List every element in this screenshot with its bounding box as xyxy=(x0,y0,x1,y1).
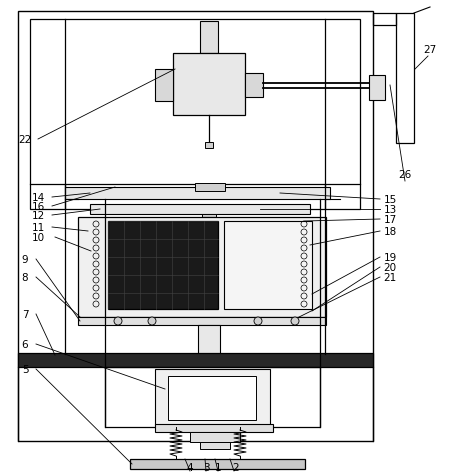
Bar xyxy=(78,218,326,317)
Text: 26: 26 xyxy=(398,169,412,179)
Circle shape xyxy=(148,317,156,325)
Text: 19: 19 xyxy=(383,252,397,262)
Bar xyxy=(200,22,218,54)
Bar xyxy=(155,70,173,102)
Text: 6: 6 xyxy=(22,339,28,349)
Bar xyxy=(130,459,305,469)
Text: 22: 22 xyxy=(18,135,32,145)
Bar xyxy=(168,376,256,420)
Text: 16: 16 xyxy=(31,201,44,211)
Text: 3: 3 xyxy=(202,462,209,472)
Bar xyxy=(190,432,240,442)
Bar xyxy=(173,54,245,116)
Bar xyxy=(155,424,273,432)
Circle shape xyxy=(291,317,299,325)
Bar xyxy=(198,325,220,355)
Bar xyxy=(195,184,225,192)
Bar xyxy=(18,12,373,441)
Text: 20: 20 xyxy=(384,262,396,272)
Text: 18: 18 xyxy=(383,227,397,237)
Bar xyxy=(18,353,373,367)
Bar xyxy=(155,369,270,425)
Text: 12: 12 xyxy=(31,210,44,220)
Text: 27: 27 xyxy=(424,45,437,55)
Text: 11: 11 xyxy=(31,223,44,232)
Bar xyxy=(30,20,360,209)
Bar xyxy=(108,221,218,309)
Bar xyxy=(90,205,310,215)
Bar xyxy=(202,215,216,223)
Text: 5: 5 xyxy=(22,364,28,374)
Bar xyxy=(205,143,213,149)
Circle shape xyxy=(254,317,262,325)
Bar xyxy=(396,14,414,144)
Text: 1: 1 xyxy=(215,462,221,472)
Bar xyxy=(65,188,330,199)
Text: 9: 9 xyxy=(22,255,28,265)
Bar xyxy=(78,317,326,325)
Text: 10: 10 xyxy=(31,232,44,242)
Bar xyxy=(105,367,320,427)
Text: 2: 2 xyxy=(233,462,239,472)
Bar xyxy=(200,442,230,449)
Circle shape xyxy=(114,317,122,325)
Text: 8: 8 xyxy=(22,272,28,282)
Text: 15: 15 xyxy=(383,195,397,205)
Text: 4: 4 xyxy=(187,462,193,472)
Bar xyxy=(224,221,312,309)
Bar xyxy=(245,74,263,98)
Text: 21: 21 xyxy=(383,272,397,282)
Bar xyxy=(369,76,385,101)
Text: 13: 13 xyxy=(383,205,397,215)
Text: 17: 17 xyxy=(383,215,397,225)
Text: 7: 7 xyxy=(22,309,28,319)
Text: 14: 14 xyxy=(31,193,44,203)
Bar xyxy=(373,14,396,26)
